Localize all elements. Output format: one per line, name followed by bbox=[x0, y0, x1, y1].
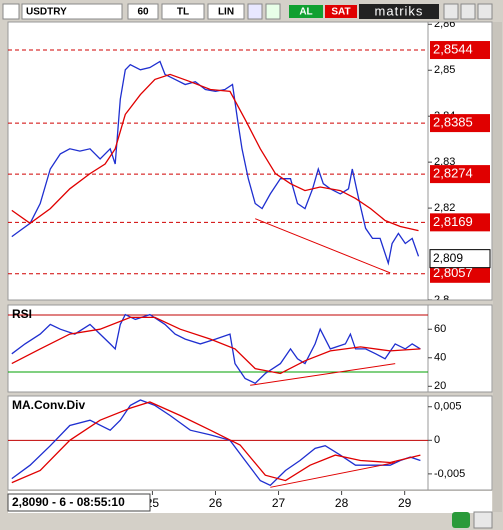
window-button[interactable] bbox=[477, 3, 493, 20]
period: 60 bbox=[137, 7, 149, 18]
trend-line bbox=[255, 218, 391, 274]
y-tick-label: 60 bbox=[434, 323, 446, 335]
sell-label: SAT bbox=[331, 7, 350, 18]
level-box bbox=[430, 264, 490, 283]
y-axis-area bbox=[427, 395, 493, 491]
scale-box[interactable] bbox=[207, 3, 245, 20]
currency-box[interactable] bbox=[161, 3, 205, 20]
symbol-box[interactable] bbox=[21, 3, 123, 20]
series-line bbox=[11, 316, 421, 375]
plot-area bbox=[7, 21, 429, 301]
level-box bbox=[430, 114, 490, 133]
y-tick-label: -0,005 bbox=[434, 468, 465, 480]
series-line bbox=[11, 60, 420, 266]
window-button[interactable] bbox=[460, 3, 476, 20]
y-tick-label: 0 bbox=[434, 434, 440, 446]
y-tick-label: 0,005 bbox=[434, 401, 462, 413]
axis: 0,005 0 -0,005 bbox=[428, 401, 465, 480]
panel: 60 40 20 RSI bbox=[7, 304, 493, 393]
x-tick-label: 27 bbox=[272, 496, 286, 510]
level-box bbox=[430, 41, 490, 60]
panel-title: RSI bbox=[12, 307, 32, 321]
tool-icon[interactable] bbox=[247, 3, 263, 20]
last-price-box bbox=[429, 249, 491, 269]
y-tick-label: 2,8 bbox=[434, 294, 449, 306]
panel: 2,862,852,842,832,822,82,85442,83852,827… bbox=[7, 18, 493, 306]
option-button[interactable] bbox=[473, 511, 493, 529]
scale: LIN bbox=[218, 7, 234, 18]
plot bbox=[8, 399, 428, 488]
currency: TL bbox=[177, 7, 189, 18]
plot-area bbox=[7, 395, 429, 491]
plot bbox=[8, 49, 428, 275]
refresh-button[interactable] bbox=[452, 512, 470, 528]
menu-button[interactable] bbox=[2, 3, 20, 20]
y-axis-area bbox=[427, 304, 493, 393]
series-line bbox=[11, 73, 419, 232]
tool-icon[interactable] bbox=[265, 3, 281, 20]
symbol: USDTRY bbox=[26, 7, 67, 18]
axis: 60 40 20 bbox=[428, 323, 446, 392]
buy-button[interactable] bbox=[289, 5, 323, 18]
x-tick-label: 28 bbox=[335, 496, 349, 510]
level-label: 2,8544 bbox=[433, 41, 473, 56]
series-line bbox=[11, 399, 421, 487]
level-label: 2,8274 bbox=[433, 166, 473, 181]
y-tick-label: 20 bbox=[434, 380, 446, 392]
scrollbar[interactable] bbox=[493, 22, 502, 512]
y-tick-label: 2,85 bbox=[434, 64, 455, 76]
series-line bbox=[11, 313, 421, 385]
y-tick-label: 2,83 bbox=[434, 156, 455, 168]
level-label: 2,8169 bbox=[433, 214, 473, 229]
period-box[interactable] bbox=[127, 3, 159, 20]
level-label: 2,8385 bbox=[433, 115, 473, 130]
last-price-label: 2,809 bbox=[433, 251, 463, 265]
series-line bbox=[11, 401, 421, 484]
buy-label: AL bbox=[299, 7, 312, 18]
status-box bbox=[7, 493, 151, 512]
status: 2,8090 - 6 - 08:55:10 bbox=[12, 495, 125, 509]
trend-line bbox=[250, 363, 396, 386]
y-tick-label: 40 bbox=[434, 352, 446, 364]
trend-line bbox=[270, 461, 396, 488]
level-box bbox=[430, 213, 490, 232]
sell-button[interactable] bbox=[325, 5, 357, 18]
axis: 2,862,852,842,832,822,82,85442,83852,827… bbox=[428, 18, 491, 306]
x-tick-label: 29 bbox=[398, 496, 412, 510]
y-tick-label: 2,86 bbox=[434, 18, 455, 30]
level-label: 2,8057 bbox=[433, 265, 473, 280]
brand-box bbox=[359, 4, 439, 19]
brand: matriks bbox=[375, 3, 424, 18]
plot bbox=[8, 313, 428, 386]
panel-title: MA.Conv.Div bbox=[12, 398, 85, 412]
x-tick-label: 26 bbox=[209, 496, 223, 510]
level-box bbox=[430, 165, 490, 184]
window-button[interactable] bbox=[443, 3, 459, 20]
y-tick-label: 2,82 bbox=[434, 202, 455, 214]
